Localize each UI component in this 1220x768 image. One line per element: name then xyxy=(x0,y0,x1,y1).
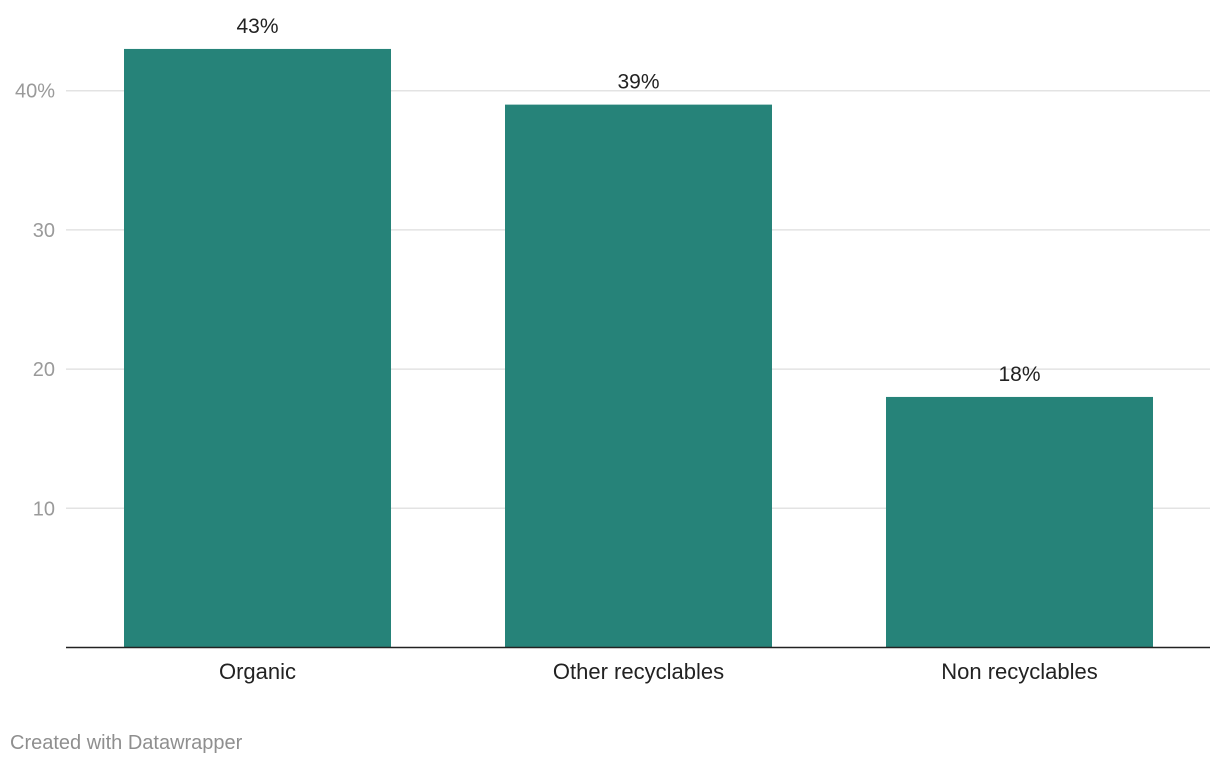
y-tick-label: 10 xyxy=(33,498,55,520)
bar-other-recyclables xyxy=(505,104,772,648)
bar-non-recyclables xyxy=(886,396,1153,648)
footer-credit: Created with Datawrapper xyxy=(10,732,243,754)
y-tick-label: 30 xyxy=(33,220,55,242)
x-category-label: Other recyclables xyxy=(553,659,724,684)
bar-value-label: 39% xyxy=(617,71,659,94)
x-axis-categories: Organic Other recyclables Non recyclables xyxy=(219,659,1098,684)
x-category-label: Non recyclables xyxy=(941,659,1098,684)
bar-organic xyxy=(124,48,391,648)
bar-value-label: 18% xyxy=(998,363,1040,386)
y-axis-ticks: 10 20 30 40% xyxy=(15,81,55,521)
value-labels: 43% 39% 18% xyxy=(236,15,1040,386)
bar-value-label: 43% xyxy=(236,15,278,38)
bars xyxy=(124,48,1153,648)
y-tick-label: 40% xyxy=(15,81,55,103)
y-tick-label: 20 xyxy=(33,359,55,381)
x-category-label: Organic xyxy=(219,659,296,684)
